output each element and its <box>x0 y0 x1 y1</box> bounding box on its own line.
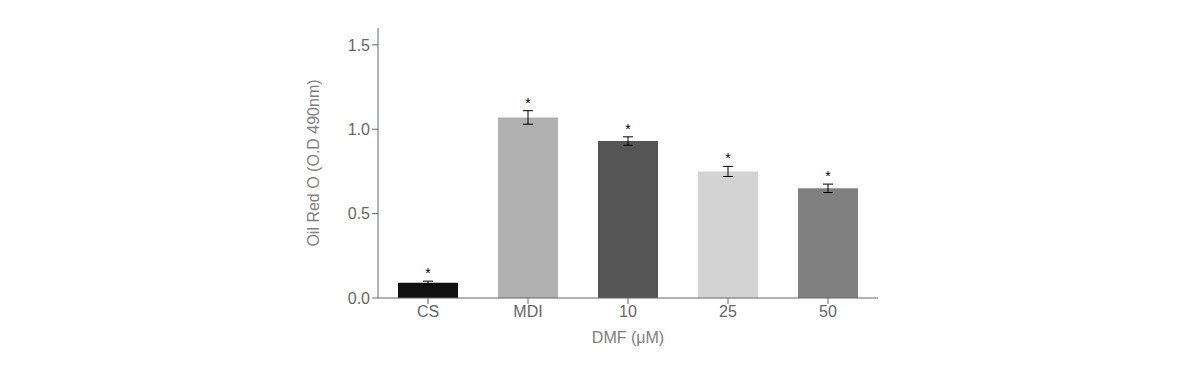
svg-text:MDI: MDI <box>513 303 542 320</box>
svg-text:0.5: 0.5 <box>348 205 370 222</box>
svg-text:Oil Red O (O.D 490nm): Oil Red O (O.D 490nm) <box>305 79 322 246</box>
svg-text:0.0: 0.0 <box>348 290 370 307</box>
svg-text:CS: CS <box>417 303 439 320</box>
svg-text:*: * <box>825 168 831 184</box>
svg-text:*: * <box>725 150 731 166</box>
svg-text:1.5: 1.5 <box>348 37 370 54</box>
svg-text:DMF (μM): DMF (μM) <box>592 329 664 346</box>
svg-text:*: * <box>525 95 531 111</box>
svg-text:1.0: 1.0 <box>348 121 370 138</box>
svg-text:*: * <box>625 121 631 137</box>
svg-text:*: * <box>425 265 431 281</box>
svg-text:25: 25 <box>719 303 737 320</box>
svg-text:10: 10 <box>619 303 637 320</box>
svg-text:50: 50 <box>819 303 837 320</box>
